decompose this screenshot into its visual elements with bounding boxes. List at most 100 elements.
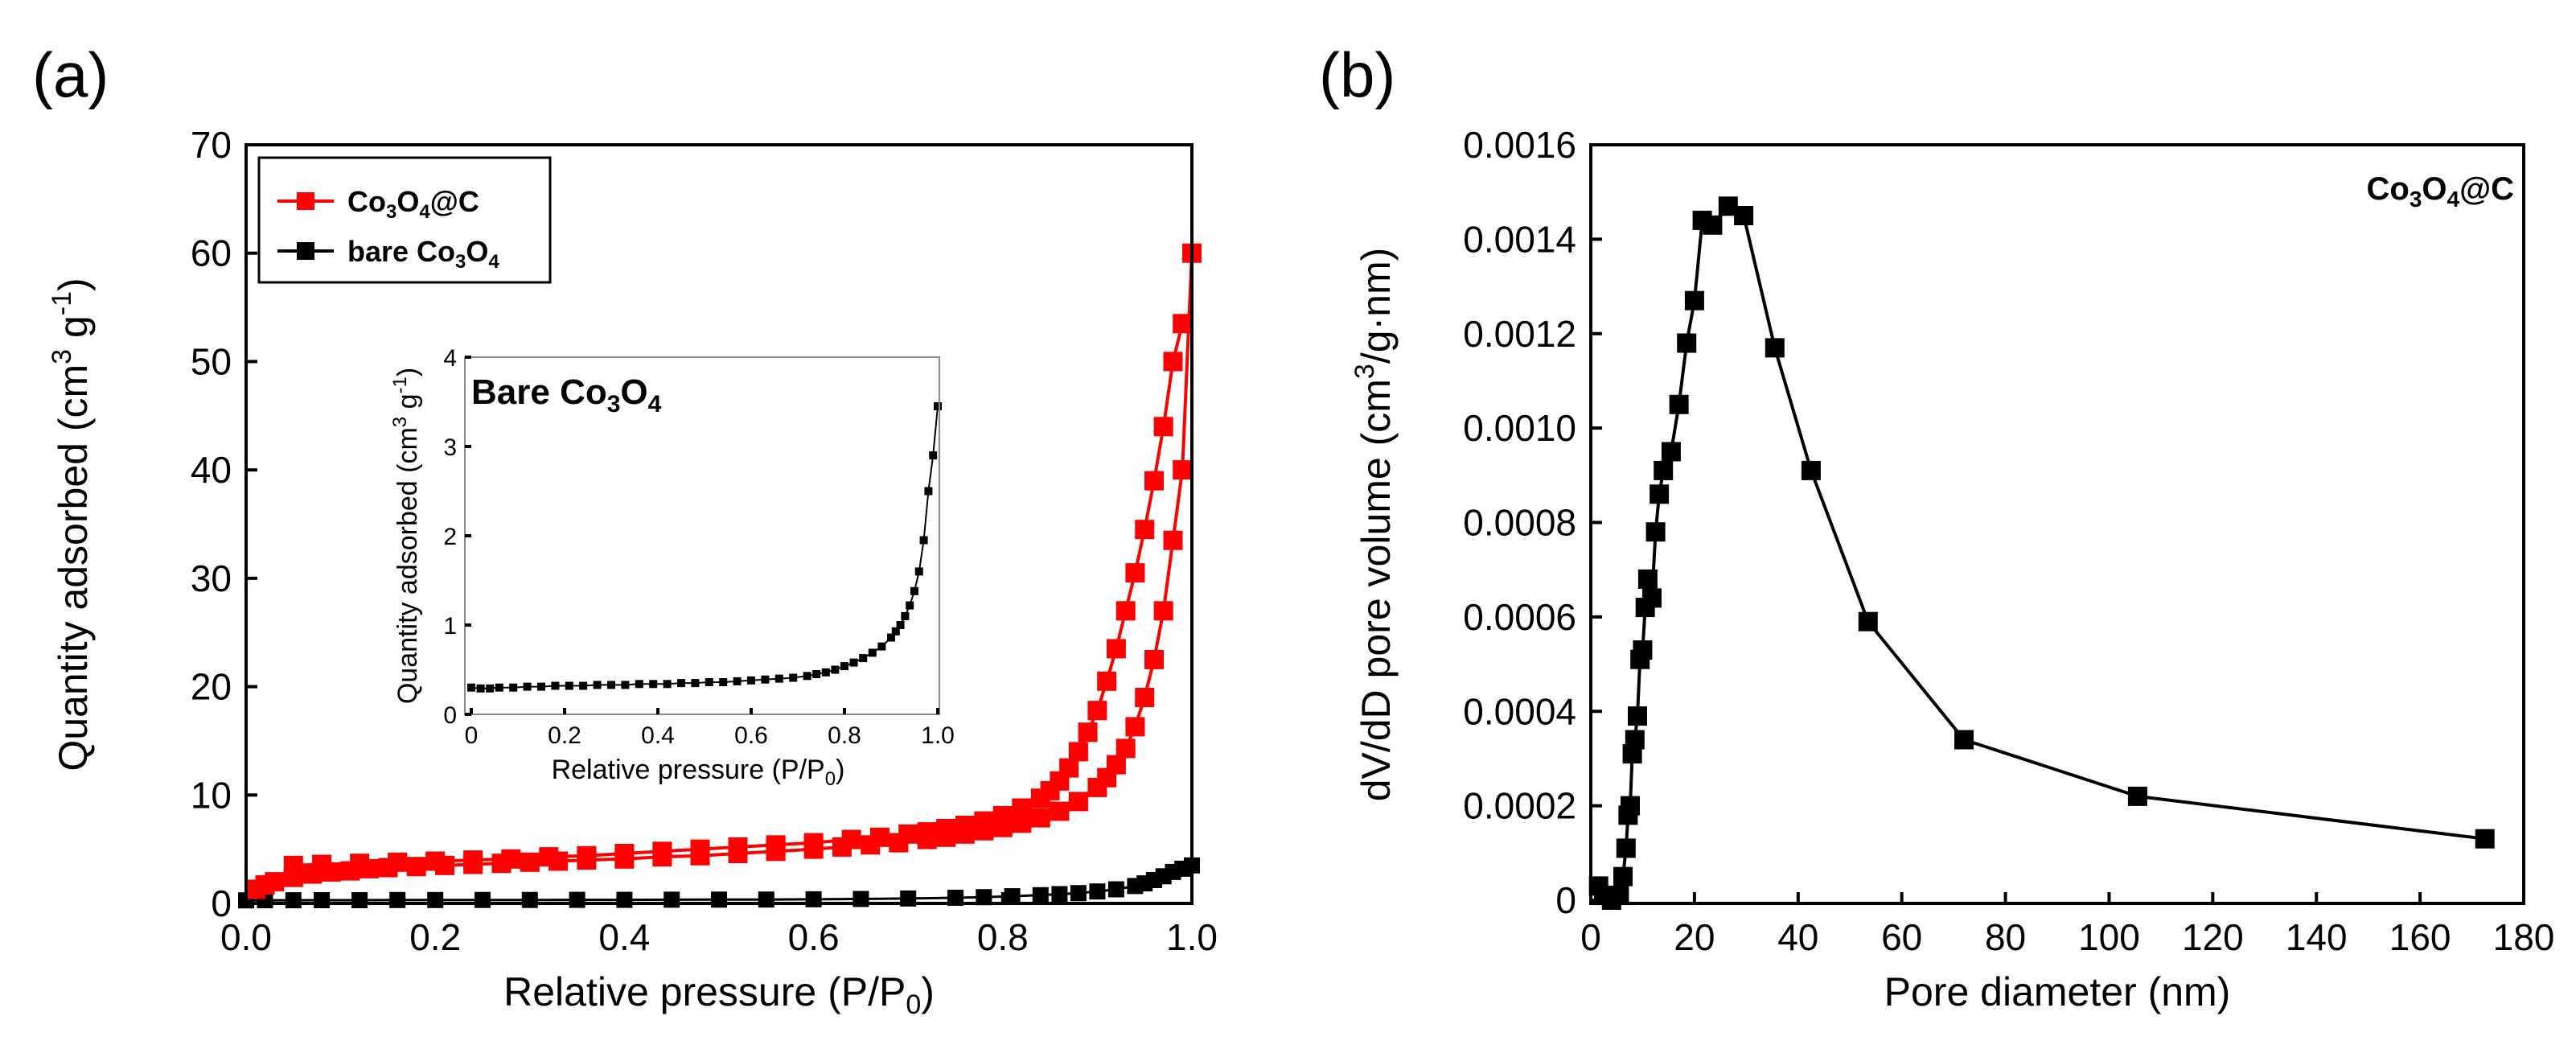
inset-x-tick-label: 0.4 bbox=[641, 722, 675, 749]
co3o4-c-adsorption-point bbox=[1163, 530, 1183, 550]
inset-point bbox=[914, 567, 923, 576]
inset-point bbox=[789, 673, 798, 682]
co3o4-c-desorption-point bbox=[766, 835, 786, 855]
inset-point bbox=[761, 675, 770, 684]
inset-point bbox=[523, 682, 532, 691]
pore-distribution-point bbox=[1633, 640, 1653, 660]
inset-point bbox=[821, 668, 830, 677]
inset-point bbox=[919, 536, 928, 545]
panel-b-x-tick-label: 40 bbox=[1777, 916, 1818, 958]
inset-point bbox=[812, 670, 821, 678]
bare-co3o4-point bbox=[711, 891, 727, 908]
inset-x-tick-label: 0.6 bbox=[734, 722, 768, 749]
inset-point bbox=[719, 678, 728, 686]
inset-point bbox=[649, 680, 658, 689]
co3o4-c-adsorption-point bbox=[1125, 717, 1145, 737]
legend-marker-red bbox=[297, 192, 314, 210]
inset-x-tick-label: 0.8 bbox=[828, 722, 861, 749]
co3o4-c-adsorption-point bbox=[1173, 460, 1193, 480]
panel-b: (b) 0 20 40 60 80 100 120 140 160 180 0 0.0002 0.00… bbox=[1319, 39, 2554, 1014]
panel-a-y-tick-label: 10 bbox=[191, 774, 232, 816]
co3o4-c-desorption-point bbox=[1012, 798, 1032, 818]
inset-x-ticks: 0 0.2 0.4 0.6 0.8 1.0 bbox=[465, 708, 955, 749]
inset-point bbox=[705, 678, 713, 686]
co3o4-c-adsorption-point bbox=[1135, 688, 1155, 707]
panel-a-x-tick-label: 0.6 bbox=[788, 916, 840, 958]
co3o4-c-desorption-point bbox=[501, 849, 521, 869]
pore-distribution-point bbox=[1765, 338, 1785, 358]
inset-point bbox=[887, 633, 895, 642]
pore-distribution-point bbox=[1718, 196, 1738, 216]
panel-a-y-tick-label: 0 bbox=[211, 882, 232, 924]
legend-entry-co3o4-c: Co3O4@C bbox=[277, 185, 479, 223]
panel-a-y-tick-label: 70 bbox=[191, 124, 232, 166]
co3o4-c-desorption-point bbox=[690, 839, 710, 859]
panel-a-label: (a) bbox=[32, 39, 109, 110]
panel-b-y-tick-label: 0.0014 bbox=[1463, 218, 1576, 260]
pore-distribution-point bbox=[1616, 838, 1636, 858]
co3o4-c-desorption-point bbox=[463, 850, 483, 870]
inset-point bbox=[551, 681, 560, 690]
panel-b-x-tick-label: 100 bbox=[2078, 916, 2140, 958]
inset-point bbox=[929, 451, 938, 460]
co3o4-c-desorption-point bbox=[917, 822, 937, 842]
co3o4-c-desorption-point bbox=[898, 824, 918, 844]
pore-distribution-point bbox=[1734, 206, 1754, 225]
bare-co3o4-point bbox=[389, 891, 406, 908]
inset-point bbox=[621, 681, 630, 689]
inset-point bbox=[607, 681, 615, 689]
co3o4-c-desorption-point bbox=[577, 845, 597, 866]
inset-point bbox=[896, 621, 905, 629]
inset-y-axis-title: Quantity adsorbed (cm3 g-1) bbox=[389, 368, 423, 704]
co3o4-c-desorption-point bbox=[388, 852, 408, 872]
legend-entry-bare-co3o4: bare Co3O4 bbox=[277, 235, 499, 273]
inset-y-tick-label: 3 bbox=[443, 434, 457, 461]
pore-distribution-point bbox=[1645, 522, 1666, 542]
inset-point bbox=[803, 672, 811, 681]
panel-b-y-tick-label: 0.0008 bbox=[1463, 502, 1576, 544]
inset-point bbox=[901, 611, 910, 620]
legend-label-co3o4-c: Co3O4@C bbox=[347, 185, 479, 223]
co3o4-c-desorption-point bbox=[1125, 563, 1145, 583]
panel-b-annotation: Co3O4@C bbox=[2367, 171, 2515, 212]
legend-marker-black bbox=[297, 242, 314, 260]
panel-a-y-tick-label: 50 bbox=[191, 340, 232, 382]
co3o4-c-adsorption-point bbox=[1106, 755, 1126, 775]
inset-point bbox=[663, 680, 672, 689]
co3o4-c-desorption-point bbox=[841, 829, 861, 849]
bare-co3o4-point bbox=[976, 889, 992, 906]
bare-co3o4-point bbox=[1070, 885, 1087, 902]
inset-point bbox=[924, 487, 933, 496]
co3o4-c-desorption-point bbox=[283, 855, 303, 875]
panel-b-y-tick-label: 0 bbox=[1555, 879, 1576, 921]
co3o4-c-adsorption-point bbox=[1030, 808, 1050, 828]
panel-b-x-tick-label: 60 bbox=[1881, 916, 1922, 958]
bare-co3o4-point bbox=[1032, 887, 1049, 903]
pore-distribution-point bbox=[1661, 442, 1681, 462]
panel-a-x-axis-title: Relative pressure (P/P0) bbox=[503, 969, 935, 1020]
inset-point bbox=[891, 627, 900, 636]
co3o4-c-adsorption-point bbox=[1068, 792, 1088, 812]
inset-plot bbox=[467, 402, 942, 693]
panel-b-y-tick-label: 0.0010 bbox=[1463, 407, 1576, 449]
panel-b-x-tick-label: 160 bbox=[2389, 916, 2451, 958]
inset-y-tick-label: 1 bbox=[443, 613, 457, 640]
panel-a-y-tick-label: 30 bbox=[191, 557, 232, 599]
inset-point bbox=[774, 674, 783, 683]
panel-a-y-tick-label: 60 bbox=[191, 232, 232, 274]
inset-title: Bare Co3O4 bbox=[471, 372, 662, 418]
inset-point bbox=[747, 676, 755, 685]
panel-b-frame bbox=[1589, 143, 2525, 905]
panel-a-legend: Co3O4@C bare Co3O4 bbox=[257, 156, 552, 284]
inset-point bbox=[495, 683, 503, 692]
inset-point bbox=[486, 684, 495, 693]
pore-distribution-point bbox=[1677, 333, 1697, 353]
panel-b-x-tick-label: 140 bbox=[2286, 916, 2348, 958]
co3o4-c-desorption-point bbox=[1078, 722, 1098, 743]
bare-co3o4-point bbox=[1107, 881, 1124, 898]
co3o4-c-desorption-point bbox=[312, 854, 332, 874]
panel-a-inset: 0 0.2 0.4 0.6 0.8 1.0 0 1 2 3 4 Bare Co3O4 Relati… bbox=[389, 345, 955, 790]
panel-a-y-ticks: 0 10 20 30 40 50 60 70 bbox=[191, 124, 257, 924]
